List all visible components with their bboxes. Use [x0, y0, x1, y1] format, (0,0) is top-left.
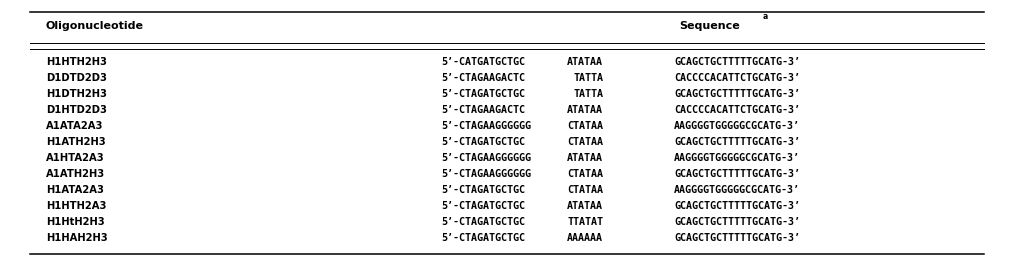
Text: ATATAA: ATATAA	[567, 57, 603, 67]
Text: 5’-CTAGATGCTGC: 5’-CTAGATGCTGC	[441, 233, 525, 243]
Text: ATATAA: ATATAA	[567, 105, 603, 115]
Text: D1HTD2D3: D1HTD2D3	[46, 105, 106, 115]
Text: H1HtH2H3: H1HtH2H3	[46, 217, 104, 227]
Text: 5’-CTAGAAGGGGGG: 5’-CTAGAAGGGGGG	[441, 153, 531, 163]
Text: 5’-CTAGAAGACTC: 5’-CTAGAAGACTC	[441, 105, 525, 115]
Text: Oligonucleotide: Oligonucleotide	[46, 21, 144, 31]
Text: A1ATA2A3: A1ATA2A3	[46, 121, 103, 131]
Text: H1DTH2H3: H1DTH2H3	[46, 89, 106, 99]
Text: GCAGCTGCTTTTTGCATG-3’: GCAGCTGCTTTTTGCATG-3’	[674, 201, 800, 211]
Text: GCAGCTGCTTTTTGCATG-3’: GCAGCTGCTTTTTGCATG-3’	[674, 57, 800, 67]
Text: AAGGGGTGGGGGCGCATG-3’: AAGGGGTGGGGGCGCATG-3’	[674, 153, 800, 163]
Text: GCAGCTGCTTTTTGCATG-3’: GCAGCTGCTTTTTGCATG-3’	[674, 137, 800, 147]
Text: A1HTA2A3: A1HTA2A3	[46, 153, 104, 163]
Text: GCAGCTGCTTTTTGCATG-3’: GCAGCTGCTTTTTGCATG-3’	[674, 217, 800, 227]
Text: CTATAA: CTATAA	[567, 137, 603, 147]
Text: H1ATH2H3: H1ATH2H3	[46, 137, 105, 147]
Text: 5’-CTAGATGCTGC: 5’-CTAGATGCTGC	[441, 201, 525, 211]
Text: TATTA: TATTA	[573, 89, 603, 99]
Text: 5’-CTAGAAGGGGGG: 5’-CTAGAAGGGGGG	[441, 121, 531, 131]
Text: Sequence: Sequence	[679, 21, 740, 31]
Text: TTATAT: TTATAT	[567, 217, 603, 227]
Text: AAGGGGTGGGGGCGCATG-3’: AAGGGGTGGGGGCGCATG-3’	[674, 185, 800, 195]
Text: A1ATH2H3: A1ATH2H3	[46, 169, 104, 179]
Text: CTATAA: CTATAA	[567, 185, 603, 195]
Text: 5’-CTAGAAGGGGGG: 5’-CTAGAAGGGGGG	[441, 169, 531, 179]
Text: 5’-CTAGATGCTGC: 5’-CTAGATGCTGC	[441, 89, 525, 99]
Text: TATTA: TATTA	[573, 73, 603, 83]
Text: H1HAH2H3: H1HAH2H3	[46, 233, 107, 243]
Text: AAGGGGTGGGGGCGCATG-3’: AAGGGGTGGGGGCGCATG-3’	[674, 121, 800, 131]
Text: GCAGCTGCTTTTTGCATG-3’: GCAGCTGCTTTTTGCATG-3’	[674, 233, 800, 243]
Text: 5’-CTAGAAGACTC: 5’-CTAGAAGACTC	[441, 73, 525, 83]
Text: ATATAA: ATATAA	[567, 153, 603, 163]
Text: H1HTH2A3: H1HTH2A3	[46, 201, 106, 211]
Text: CTATAA: CTATAA	[567, 169, 603, 179]
Text: D1DTD2D3: D1DTD2D3	[46, 73, 106, 83]
Text: CTATAA: CTATAA	[567, 121, 603, 131]
Text: ATATAA: ATATAA	[567, 201, 603, 211]
Text: CACCCCACATTCTGCATG-3’: CACCCCACATTCTGCATG-3’	[674, 105, 800, 115]
Text: a: a	[763, 12, 768, 21]
Text: 5’-CTAGATGCTGC: 5’-CTAGATGCTGC	[441, 137, 525, 147]
Text: GCAGCTGCTTTTTGCATG-3’: GCAGCTGCTTTTTGCATG-3’	[674, 169, 800, 179]
Text: H1HTH2H3: H1HTH2H3	[46, 57, 106, 67]
Text: 5’-CTAGATGCTGC: 5’-CTAGATGCTGC	[441, 185, 525, 195]
Text: GCAGCTGCTTTTTGCATG-3’: GCAGCTGCTTTTTGCATG-3’	[674, 89, 800, 99]
Text: CACCCCACATTCTGCATG-3’: CACCCCACATTCTGCATG-3’	[674, 73, 800, 83]
Text: 5’-CTAGATGCTGC: 5’-CTAGATGCTGC	[441, 217, 525, 227]
Text: AAAAAA: AAAAAA	[567, 233, 603, 243]
Text: H1ATA2A3: H1ATA2A3	[46, 185, 103, 195]
Text: 5’-CATGATGCTGC: 5’-CATGATGCTGC	[441, 57, 525, 67]
